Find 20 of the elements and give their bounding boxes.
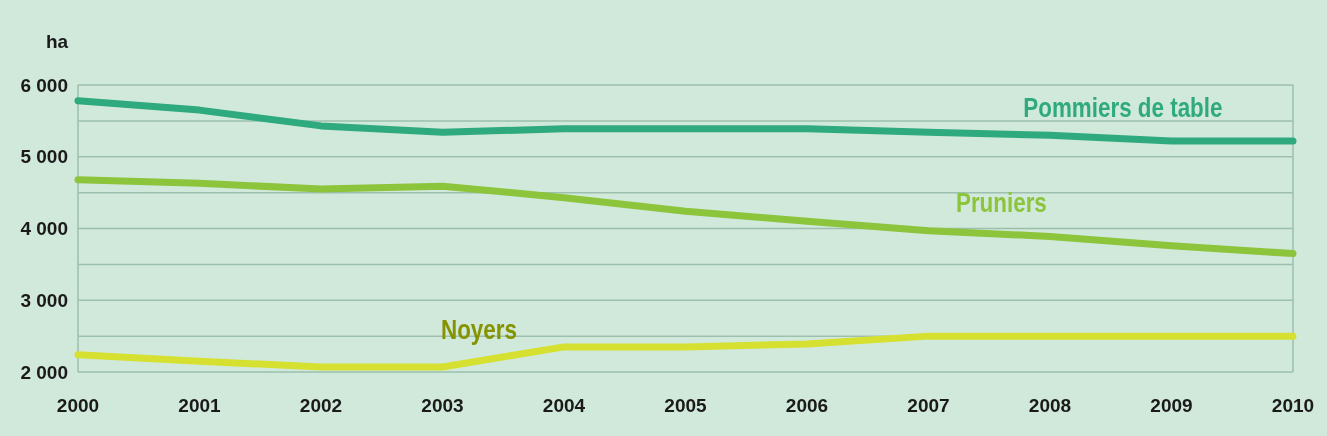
y-axis-title: ha [46, 31, 69, 52]
series-label: Pruniers [955, 186, 1047, 218]
y-tick-label: 4 000 [20, 218, 68, 240]
x-tick-label: 2004 [542, 395, 586, 416]
x-tick-label: 2008 [1028, 395, 1072, 416]
x-tick-label: 2005 [664, 395, 708, 416]
series-label: Noyers [440, 313, 517, 345]
x-tick-label: 2007 [907, 395, 950, 416]
x-tick-label: 2003 [421, 395, 464, 416]
x-tick-label: 2010 [1271, 395, 1315, 416]
x-tick-label: 2002 [299, 395, 343, 416]
x-tick-label: 2000 [56, 395, 100, 416]
x-tick-label: 2001 [178, 395, 222, 416]
series-label: Pommiers de table [1023, 91, 1223, 123]
y-tick-label: 2 000 [20, 361, 68, 383]
y-tick-label: 6 000 [20, 74, 68, 96]
x-tick-label: 2006 [785, 395, 829, 416]
y-tick-label: 5 000 [20, 146, 68, 168]
y-tick-label: 3 000 [20, 289, 68, 311]
x-tick-label: 2009 [1150, 395, 1193, 416]
